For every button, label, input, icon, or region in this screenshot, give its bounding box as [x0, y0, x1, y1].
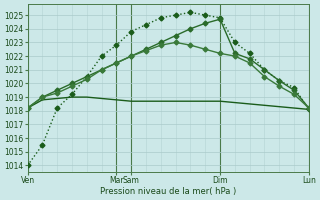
X-axis label: Pression niveau de la mer( hPa ): Pression niveau de la mer( hPa ): [100, 187, 236, 196]
